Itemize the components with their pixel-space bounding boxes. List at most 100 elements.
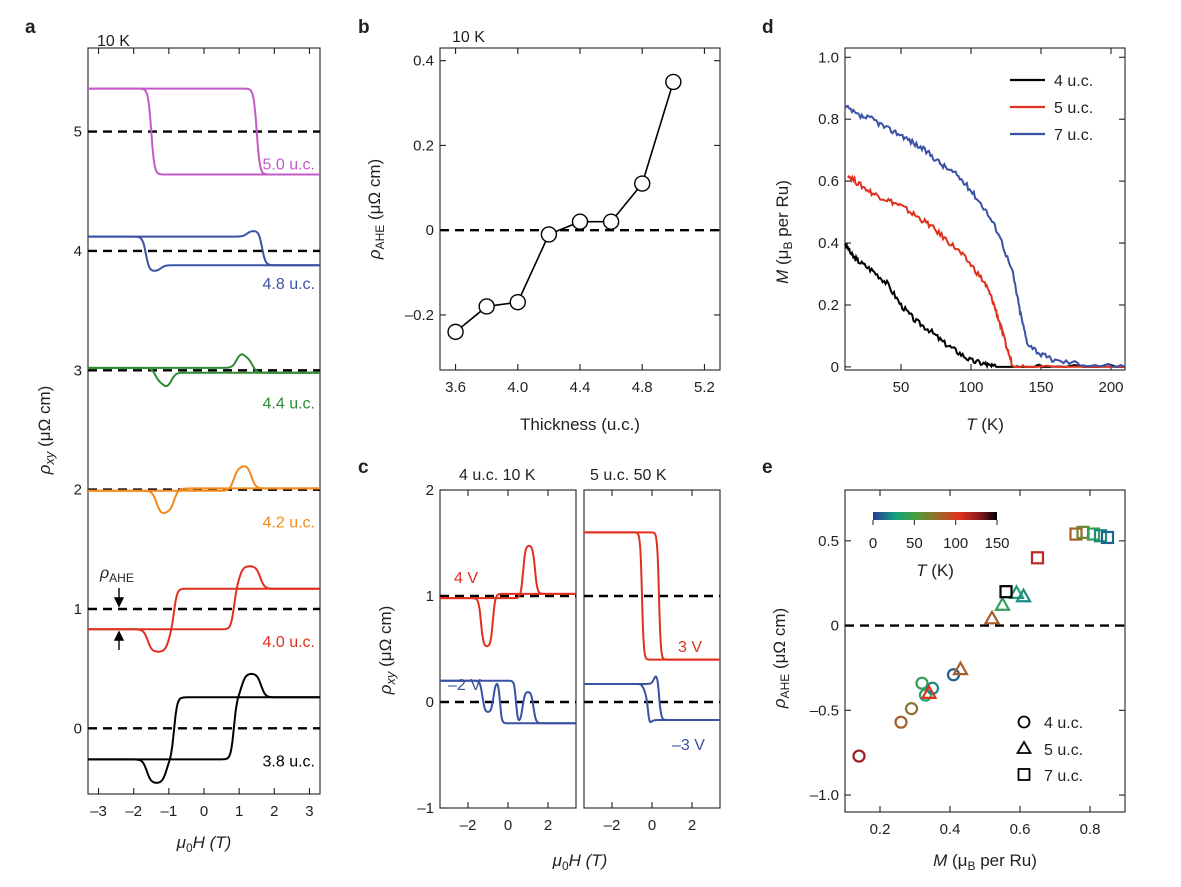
panel-c-xtick-label: 2 xyxy=(688,817,696,834)
panel-e-point-triangle xyxy=(952,660,969,676)
panel-c-ylabel: ρxy (μΩ cm) xyxy=(376,606,398,696)
panel-b-point xyxy=(478,298,495,315)
panel-e-point-square xyxy=(999,585,1013,599)
panel-a-series-label: 4.4 u.c. xyxy=(263,395,315,412)
panel-a-curve-up xyxy=(88,465,320,492)
panel-e-point-square xyxy=(1086,527,1101,541)
panel-label-c: c xyxy=(358,457,369,478)
panel-a-series-label: 4.0 u.c. xyxy=(263,634,315,651)
panel-e: –1.0 –0.5 0 0.5 0.2 0.4 0.6 0.8 0 50 100 150 T (K)… xyxy=(770,489,1126,873)
panel-d-ytick-label: 0.8 xyxy=(818,111,839,128)
panel-a-xtick-label: 0 xyxy=(200,803,208,820)
panel-b: 10 K –0.2 0 0.2 0.4 3.6 4.0 4.4 4.8 5.2 ρAHE (μΩ… xyxy=(365,29,721,434)
panel-e-ylabel: ρAHE (μΩ cm) xyxy=(770,608,792,709)
panel-e-ytick-label: –0.5 xyxy=(810,702,839,719)
panel-a-ylabel: ρxy (μΩ cm) xyxy=(35,386,57,476)
panel-b-point xyxy=(665,73,682,91)
panel-c-curve-down xyxy=(440,679,576,725)
legend-marker-square xyxy=(1017,768,1031,781)
panel-a-xtick-label: 3 xyxy=(305,803,313,820)
panel-b-xtick-label: 5.2 xyxy=(694,379,715,396)
colorbar-label: T (K) xyxy=(916,561,954,580)
legend-label-4uc: 4 u.c. xyxy=(1054,73,1093,90)
panel-c-ytick-label: 1 xyxy=(426,588,434,605)
panel-c-curve-down xyxy=(440,592,576,648)
panel-d-ylabel: M (μB per Ru) xyxy=(773,180,795,284)
panel-e-point-triangle xyxy=(983,609,1001,625)
panel-a-rho-ahe-label: ρAHE xyxy=(99,565,134,585)
panel-d-xlabel: T (K) xyxy=(966,415,1004,434)
panel-e-point-circle xyxy=(915,676,929,690)
panel-label-b: b xyxy=(358,17,370,38)
panel-d-xtick-label: 150 xyxy=(1028,379,1053,396)
legend-label-5uc: 5 u.c. xyxy=(1054,100,1093,117)
panel-a-ytick-label: 1 xyxy=(74,601,82,618)
panel-a-condition: 10 K xyxy=(97,33,130,50)
colorbar-tick-label: 150 xyxy=(984,535,1009,552)
panel-a-ytick-label: 2 xyxy=(74,482,82,499)
panel-d-xtick-label: 50 xyxy=(893,379,910,396)
panel-a-ytick-label: 3 xyxy=(74,362,82,379)
panel-e-frame xyxy=(844,489,1126,813)
panel-a-xtick-label: 2 xyxy=(270,803,278,820)
panel-c-gate-minus3v: –3 V xyxy=(672,737,705,754)
panel-b-xtick-label: 4.0 xyxy=(507,379,528,396)
panel-c-left-frame xyxy=(439,489,577,809)
panel-c-ytick-label: –1 xyxy=(417,800,434,817)
panel-c-xtick-label: –2 xyxy=(604,817,621,834)
panel-label-e: e xyxy=(762,457,773,478)
panel-c-gate-minus2v: –2 V xyxy=(448,677,481,694)
panel-e-xtick-label: 0.8 xyxy=(1080,821,1101,838)
panel-e-point-circle xyxy=(894,715,908,729)
panel-e-point-square xyxy=(1100,530,1115,545)
panel-c-ytick-label: 0 xyxy=(426,694,434,711)
panel-b-point xyxy=(634,175,651,192)
panel-c-xtick-label: 0 xyxy=(504,817,512,834)
legend-label-e-7uc: 7 u.c. xyxy=(1044,768,1083,785)
panel-d-ytick-label: 0.6 xyxy=(818,173,839,190)
panel-d-series-line xyxy=(844,104,1126,368)
panel-b-ylabel: ρAHE (μΩ cm) xyxy=(365,159,387,260)
panel-d-series-line xyxy=(847,174,1125,368)
panel-e-xtick-label: 0.2 xyxy=(870,821,891,838)
panel-d-ytick-label: 1.0 xyxy=(818,49,839,66)
panel-a-series-label: 5.0 u.c. xyxy=(263,157,315,174)
panel-d-frame xyxy=(844,47,1126,371)
legend-marker-circle xyxy=(1017,715,1031,729)
panel-b-ytick-label: –0.2 xyxy=(405,307,434,324)
panel-a-curve-up xyxy=(88,672,320,761)
panel-a-series-label: 4.8 u.c. xyxy=(263,276,315,293)
panel-label-a: a xyxy=(25,17,36,38)
panel-c-right-condition: 5 u.c. 50 K xyxy=(590,467,667,484)
panel-b-point xyxy=(509,294,526,311)
panel-e-point-triangle xyxy=(994,596,1011,611)
colorbar xyxy=(873,512,997,520)
panel-a-xtick-label: 1 xyxy=(235,803,243,820)
panel-c-gate-3v: 3 V xyxy=(678,639,702,656)
panel-e-xlabel: M (μB per Ru) xyxy=(933,851,1037,873)
panel-e-point-circle xyxy=(918,688,933,702)
panel-a: 10 K 0 1 2 3 4 5 –3 –2 –1 0 1 2 3 3.8 u.c. 4.0 u.c. 4.… xyxy=(35,33,321,855)
panel-e-ytick-label: –1.0 xyxy=(810,787,839,804)
panel-c: 4 u.c. 10 K 5 u.c. 50 K –1 0 1 2 –2 0 2 –2 0 2 4 … xyxy=(376,467,721,873)
panel-a-ytick-label: 5 xyxy=(74,124,82,141)
panel-b-point xyxy=(447,323,464,341)
panel-e-point-triangle xyxy=(1008,584,1025,599)
panel-e-xtick-label: 0.4 xyxy=(940,821,961,838)
legend-label-e-5uc: 5 u.c. xyxy=(1044,742,1083,759)
panel-b-line xyxy=(455,81,675,333)
panel-b-xtick-label: 4.4 xyxy=(570,379,591,396)
panel-b-ytick-label: 0.2 xyxy=(413,137,434,154)
panel-c-curve-down xyxy=(584,683,720,724)
panel-a-curve-down xyxy=(88,87,320,176)
panel-c-curve-down xyxy=(584,531,720,661)
panel-e-point-circle xyxy=(852,749,866,763)
panel-b-ytick-label: 0 xyxy=(426,222,434,239)
panel-a-xtick-label: –1 xyxy=(161,803,178,820)
panel-e-point-square xyxy=(1030,551,1045,565)
panel-d-series-line xyxy=(844,242,1125,370)
panel-e-point-triangle xyxy=(1015,587,1032,603)
panel-d-ytick-label: 0.4 xyxy=(818,235,839,252)
panel-e-legend: 4 u.c. 5 u.c. 7 u.c. xyxy=(1015,715,1083,785)
